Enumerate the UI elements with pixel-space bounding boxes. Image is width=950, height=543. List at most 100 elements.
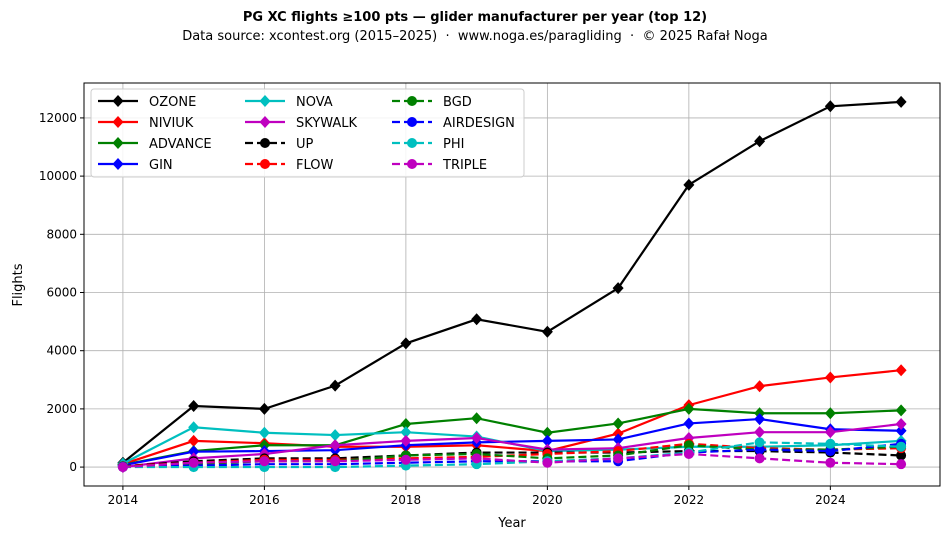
- x-tick-label: 2022: [674, 493, 705, 507]
- legend-entry: OZONE: [98, 95, 196, 110]
- y-tick-label: 6000: [46, 286, 77, 300]
- legend-label: GIN: [149, 158, 173, 173]
- legend-entry: NIVIUK: [98, 116, 194, 131]
- y-tick-label: 4000: [46, 344, 77, 358]
- legend-entry: PHI: [392, 137, 464, 152]
- data-point: [612, 433, 624, 446]
- y-tick-label: 2000: [46, 402, 77, 416]
- data-point: [542, 457, 553, 468]
- chart-title: PG XC flights ≥100 pts — glider manufact…: [243, 10, 707, 25]
- data-point: [188, 399, 200, 412]
- legend-label: OZONE: [149, 95, 196, 110]
- legend-entry: AIRDESIGN: [392, 116, 515, 131]
- data-point: [754, 413, 766, 426]
- data-point: [824, 100, 836, 113]
- data-point: [825, 446, 836, 457]
- legend-label: NIVIUK: [149, 116, 194, 131]
- legend-label: PHI: [443, 137, 464, 152]
- legend-marker: [260, 159, 270, 169]
- legend-marker: [112, 116, 124, 128]
- data-point: [683, 440, 694, 451]
- data-point: [612, 282, 624, 295]
- data-point: [754, 135, 766, 148]
- legend-marker: [407, 96, 417, 106]
- data-point: [541, 325, 553, 338]
- legend-label: FLOW: [296, 158, 333, 173]
- legend-marker: [112, 95, 124, 107]
- series-line: [122, 407, 902, 466]
- series-line: [122, 417, 902, 467]
- series-line: [122, 100, 902, 464]
- x-tick-label: 2024: [815, 493, 846, 507]
- data-point: [259, 456, 270, 467]
- data-point: [330, 456, 341, 467]
- data-point: [471, 313, 483, 326]
- legend-marker: [112, 158, 124, 170]
- data-point: [683, 448, 694, 459]
- data-point: [824, 371, 836, 384]
- series-niviuk: [117, 364, 907, 471]
- data-point: [754, 444, 765, 455]
- data-point: [825, 438, 836, 449]
- data-point: [895, 404, 907, 417]
- legend-marker: [112, 137, 124, 149]
- data-point: [400, 454, 411, 465]
- legend-label: ADVANCE: [149, 137, 212, 152]
- data-point: [754, 426, 766, 439]
- legend-marker: [407, 138, 417, 148]
- x-tick-label: 2018: [391, 493, 422, 507]
- data-point: [895, 424, 907, 437]
- plot-frame: [83, 82, 941, 487]
- data-point: [613, 453, 624, 464]
- legend-marker: [259, 116, 271, 128]
- data-point: [188, 445, 200, 458]
- data-point: [541, 434, 553, 447]
- series-line: [122, 449, 902, 468]
- legend-marker: [259, 95, 271, 107]
- chart-subtitle: Data source: xcontest.org (2015–2025) · …: [182, 29, 768, 44]
- series-line: [122, 422, 902, 469]
- legend-entry: GIN: [98, 158, 173, 173]
- legend-marker: [407, 159, 417, 169]
- data-point: [471, 412, 483, 425]
- legend-entry: SKYWALK: [245, 116, 358, 131]
- series-triple: [117, 448, 907, 473]
- data-point: [754, 453, 765, 464]
- legend-marker: [407, 117, 417, 127]
- data-point: [188, 434, 200, 447]
- data-point: [754, 437, 765, 448]
- legend-entry: ADVANCE: [98, 137, 212, 152]
- data-point: [895, 418, 907, 431]
- data-point: [400, 434, 412, 447]
- data-point: [683, 417, 695, 430]
- data-point: [541, 426, 553, 439]
- data-point: [824, 426, 836, 439]
- legend-label: BGD: [443, 95, 472, 110]
- legend-entry: UP: [245, 137, 314, 152]
- legend-label: SKYWALK: [296, 116, 358, 131]
- data-point: [683, 402, 695, 415]
- data-point: [471, 431, 483, 444]
- data-point: [896, 441, 907, 452]
- data-point: [824, 407, 836, 420]
- data-point: [258, 426, 270, 439]
- x-tick-label: 2020: [532, 493, 563, 507]
- series-line: [122, 441, 902, 469]
- data-point: [117, 462, 128, 473]
- data-point: [258, 402, 270, 415]
- legend-label: TRIPLE: [442, 158, 487, 173]
- legend-label: UP: [296, 137, 314, 152]
- legend-entry: TRIPLE: [392, 158, 487, 173]
- data-point: [895, 364, 907, 377]
- series-line: [122, 452, 902, 469]
- y-axis-label: Flights: [11, 263, 26, 306]
- y-tick-label: 8000: [46, 227, 77, 241]
- data-point: [188, 421, 200, 434]
- legend-entry: BGD: [392, 95, 472, 110]
- y-tick-label: 0: [69, 460, 77, 474]
- data-point: [683, 178, 695, 191]
- data-point: [329, 429, 341, 442]
- data-point: [895, 95, 907, 108]
- data-point: [329, 379, 341, 392]
